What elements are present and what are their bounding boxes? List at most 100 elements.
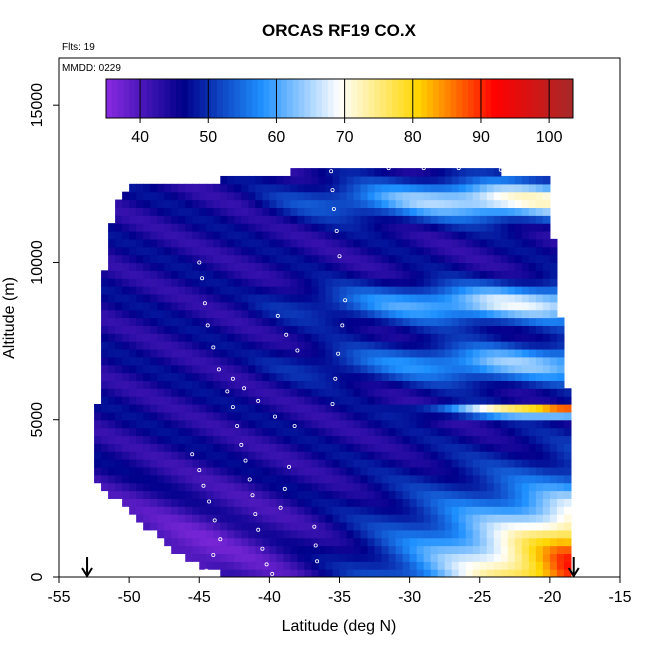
heatmap-cell [472,223,481,232]
heatmap-cell [297,231,306,240]
colorbar-segment [240,79,247,118]
heatmap-cell [290,443,299,452]
heatmap-cell [528,451,537,460]
heatmap-cell [374,466,383,476]
heatmap-cell [430,262,439,271]
heatmap-cell [542,333,551,342]
heatmap-cell [199,466,207,476]
heatmap-cell [185,419,193,429]
heatmap-cell [269,451,277,460]
heatmap-cell [479,529,488,539]
heatmap-cell [255,199,263,209]
heatmap-cell [346,231,355,240]
colorbar-segment [275,79,282,118]
heatmap-cell [199,427,207,437]
heatmap-cell [500,372,509,382]
heatmap-cell [381,356,390,366]
heatmap-cell [409,348,418,358]
heatmap-cell [150,435,158,444]
track-point [333,376,338,381]
heatmap-cell [297,451,306,460]
heatmap-cell [374,372,383,382]
heatmap-cell [241,191,249,201]
heatmap-cell [479,278,488,287]
heatmap-cell [388,348,397,358]
heatmap-cell [164,286,172,295]
heatmap-cell [451,183,460,193]
heatmap-cell [318,341,327,350]
heatmap-cell [178,427,186,437]
heatmap-cell [311,199,320,209]
heatmap-cell [563,514,572,523]
heatmap-cell [150,238,158,248]
heatmap-cell [164,348,172,358]
heatmap-cell [542,293,551,303]
heatmap-cell [416,199,425,209]
heatmap-cell [143,183,151,193]
heatmap-cell [269,427,277,437]
heatmap-cell [437,231,446,240]
heatmap-cell [381,537,390,547]
heatmap-cell [227,561,235,570]
track-point [498,167,503,172]
heatmap-cell [220,490,228,499]
heatmap-cell [360,521,369,531]
heatmap-cell [290,317,299,326]
heatmap-cell [325,506,334,515]
heatmap-cell [276,207,284,216]
heatmap-cell [374,286,383,295]
heatmap-cell [549,443,558,452]
heatmap-cell [374,435,383,444]
heatmap-cell [367,529,376,539]
heatmap-cell [479,553,488,562]
heatmap-cell [500,175,509,185]
heatmap-cell [115,207,123,216]
colorbar-segment [164,79,171,118]
heatmap-cell [542,474,551,484]
heatmap-cell [346,490,355,499]
heatmap-cell [367,443,376,452]
heatmap-cell [458,459,467,468]
heatmap-cell [339,168,348,177]
heatmap-cell [108,427,116,437]
heatmap-cell [444,521,453,531]
heatmap-cell [150,223,158,232]
heatmap-cell [430,301,439,311]
heatmap-cell [290,325,299,334]
heatmap-cell [129,490,137,499]
heatmap-cell [381,459,390,468]
heatmap-cell [339,175,348,185]
heatmap-cell [318,443,327,452]
heatmap-cell [283,348,292,358]
heatmap-cell [402,286,411,295]
heatmap-cell [311,545,320,555]
heatmap-cell [402,356,411,366]
heatmap-cell [507,388,516,397]
colorbar-segment [520,79,527,118]
heatmap-cell [423,293,432,303]
heatmap-cell [458,254,467,264]
heatmap-cell [178,348,186,358]
heatmap-cell [143,498,151,507]
heatmap-cell [122,498,130,507]
heatmap-cell [395,482,404,492]
heatmap-cell [297,333,306,342]
heatmap-cell [269,278,277,287]
heatmap-cell [311,175,320,185]
heatmap-cell [136,199,144,209]
heatmap-cell [227,569,235,577]
heatmap-cell [430,348,439,358]
heatmap-cell [227,183,235,193]
heatmap-cell [192,215,200,224]
heatmap-cell [220,388,228,397]
heatmap-cell [206,388,214,397]
heatmap-cell [416,356,425,366]
heatmap-cell [542,270,551,279]
heatmap-cell [493,404,502,413]
heatmap-cell [381,411,390,421]
heatmap-cell [430,490,439,499]
heatmap-cell [472,238,481,248]
heatmap-cell [402,537,411,547]
heatmap-cell [276,396,284,405]
heatmap-cell [178,254,186,264]
